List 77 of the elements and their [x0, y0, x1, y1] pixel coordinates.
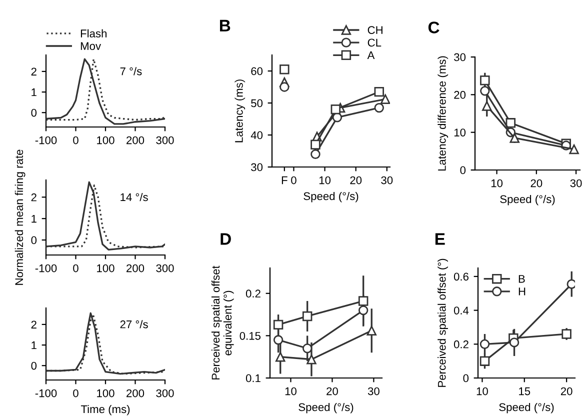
y-tick-label: 0 — [31, 108, 37, 117]
y-tick-label: 40 — [250, 131, 263, 140]
legend-label: CL — [368, 38, 382, 47]
x-tick-label: 200 — [126, 389, 144, 398]
annotation: 27 °/s — [120, 320, 148, 328]
y-tick-label: 0 — [460, 166, 466, 174]
y-tick-label: 10 — [454, 128, 466, 136]
y-tick-label: 30 — [251, 163, 263, 172]
x-tick-label: 20 — [560, 387, 572, 396]
chart-title: B — [220, 20, 230, 32]
legend-label: A — [367, 51, 375, 60]
series-label: Mov — [80, 42, 101, 50]
x-tick-label: 20 — [530, 179, 542, 188]
y-tick-label: 1 — [32, 88, 36, 96]
x-tick-label: 10 — [491, 179, 503, 188]
y-tick-label: 0.2 — [454, 340, 468, 348]
y-tick-label: 2 — [31, 320, 36, 328]
x-tick-label: 300 — [156, 136, 174, 144]
y-tick-label: 1 — [32, 341, 36, 350]
legend-label: B — [518, 275, 525, 283]
x-tick-label: 30 — [570, 179, 582, 188]
x-axis-title: Time (ms) — [80, 404, 130, 416]
x-tick-label: -100 — [35, 136, 57, 144]
y-tick-label: 30 — [454, 53, 466, 62]
chart-title: D — [220, 233, 231, 245]
legend-label: Flash — [80, 29, 106, 38]
y-tick-label: 1 — [32, 214, 36, 223]
x-tick-label: 0 — [291, 176, 296, 184]
x-axis-title: Speed (°/s) — [500, 194, 555, 206]
y-axis-title: Latency difference (ms) — [438, 56, 448, 171]
y-tick-label: 20 — [454, 90, 466, 99]
x-tick-label: F — [282, 176, 288, 184]
x-tick-label: 300 — [156, 389, 174, 398]
x-tick-label: 10 — [476, 387, 488, 396]
y-tick-label: 0.2 — [246, 290, 260, 298]
x-tick-label: 300 — [156, 264, 174, 272]
chart-title: C — [428, 22, 440, 34]
legend-label: CH — [368, 26, 382, 34]
y-tick-label: 2 — [31, 193, 36, 202]
x-tick-label: 30 — [368, 387, 380, 396]
x-tick-label: 10 — [319, 176, 331, 184]
y-tick-label: 0 — [31, 236, 37, 244]
y-tick-label: 0.4 — [454, 306, 469, 314]
x-axis-title: Speed (°/s) — [499, 402, 554, 414]
y-tick-label: 0 — [31, 362, 37, 370]
y-tick-label: 60 — [251, 67, 263, 76]
x-tick-label: 30 — [381, 176, 393, 184]
chart-title: E — [435, 233, 445, 245]
annotation: 14 °/s — [120, 192, 148, 202]
x-tick-label: 0 — [73, 136, 78, 144]
y-tick-label: 0.6 — [454, 272, 468, 281]
x-axis-title: Speed (°/s) — [298, 402, 354, 414]
y-axis-title: Perceived spatial offset equivalent (°) — [211, 266, 234, 380]
y-tick-label: 0.15 — [240, 332, 261, 340]
x-axis-title: Speed (°/s) — [304, 192, 358, 202]
x-tick-label: 20 — [326, 387, 338, 396]
y-tick-label: 50 — [251, 99, 263, 108]
x-tick-label: 20 — [350, 176, 362, 184]
x-tick-label: 15 — [519, 387, 530, 396]
legend-label: H — [518, 288, 526, 296]
x-tick-label: 10 — [285, 387, 296, 396]
y-axis-title: Perceived spatial offset (°) — [438, 258, 448, 387]
x-tick-label: 200 — [126, 136, 144, 144]
y-tick-label: 2 — [31, 68, 36, 76]
x-tick-label: 200 — [126, 264, 144, 272]
y-axis-title: Latency (ms) — [234, 80, 246, 142]
y-tick-label: 0.1 — [246, 374, 260, 382]
x-tick-label: 100 — [97, 264, 114, 272]
x-tick-label: 100 — [97, 389, 114, 398]
x-tick-label: 0 — [73, 264, 78, 272]
x-tick-label: 100 — [97, 136, 114, 144]
x-tick-label: 0 — [73, 389, 78, 398]
x-tick-label: -100 — [35, 264, 57, 272]
annotation: 7 °/s — [120, 67, 142, 76]
x-tick-label: -100 — [35, 389, 57, 398]
y-axis-title: Normalized mean firing rate — [14, 150, 26, 285]
y-tick-label: 0 — [463, 374, 469, 382]
